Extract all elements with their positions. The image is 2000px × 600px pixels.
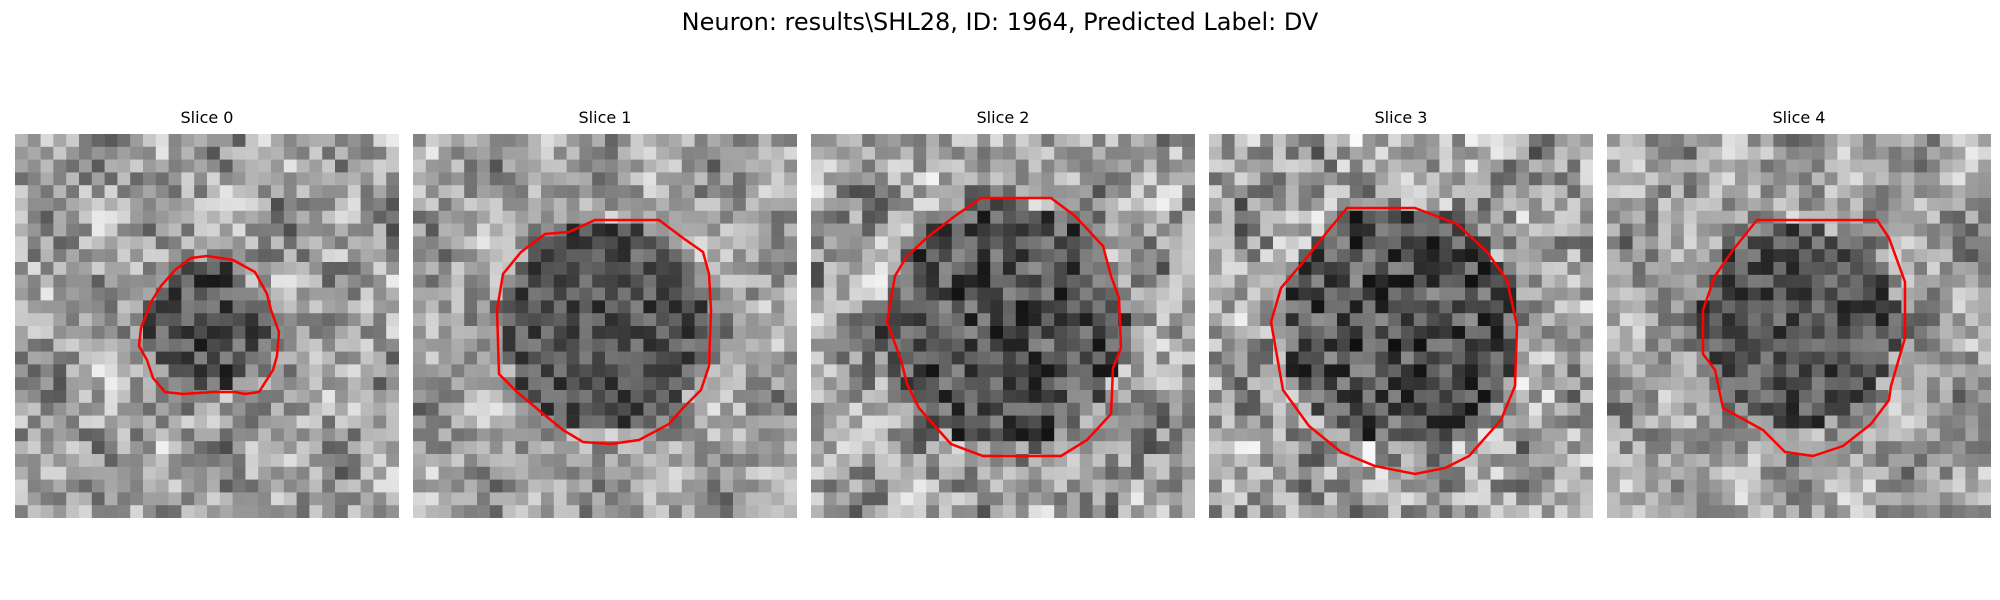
slice-panel-1: Slice 1 — [413, 108, 797, 518]
slice-panel-3: Slice 3 — [1209, 108, 1593, 518]
slice-title: Slice 0 — [180, 108, 234, 127]
slice-panel-4: Slice 4 — [1607, 108, 1991, 518]
slice-title: Slice 2 — [976, 108, 1030, 127]
slice-image — [1607, 134, 1991, 518]
slice-title: Slice 1 — [578, 108, 632, 127]
slice-title: Slice 4 — [1772, 108, 1826, 127]
slice-image — [1209, 134, 1593, 518]
slice-image — [413, 134, 797, 518]
slice-panel-2: Slice 2 — [811, 108, 1195, 518]
slice-title: Slice 3 — [1374, 108, 1428, 127]
figure-title: Neuron: results\SHL28, ID: 1964, Predict… — [681, 8, 1319, 36]
slice-panel-0: Slice 0 — [15, 108, 399, 518]
slice-image — [811, 134, 1195, 518]
slice-image — [15, 134, 399, 518]
